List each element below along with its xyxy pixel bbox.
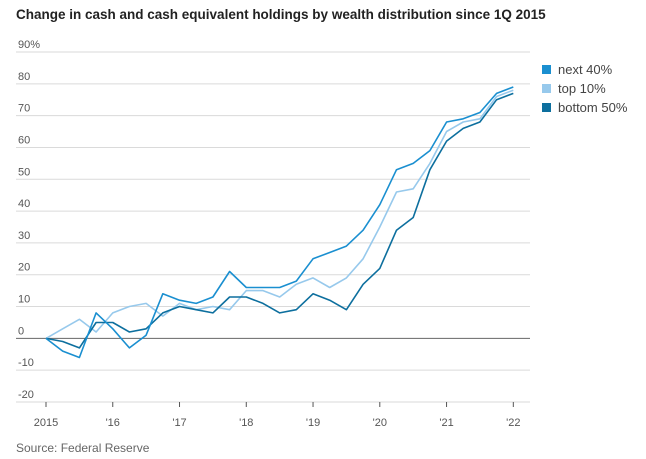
y-tick-label: 60: [18, 134, 30, 146]
legend: next 40% top 10% bottom 50%: [542, 60, 627, 117]
x-tick-label: '20: [373, 417, 387, 429]
x-tick-label: '22: [506, 417, 520, 429]
y-tick-label: 10: [18, 294, 30, 306]
series-line-next-40: [45, 86, 514, 359]
legend-label: next 40%: [558, 62, 613, 77]
y-tick-label: 20: [18, 262, 30, 274]
y-tick-label: 40: [18, 198, 30, 210]
x-tick-label: '19: [306, 417, 320, 429]
x-axis: 2015 '16 '17 '18 '19 '20 '21 '22: [34, 402, 520, 429]
y-tick-label: 80: [18, 71, 30, 83]
series-lines: [45, 86, 514, 359]
legend-label: bottom 50%: [558, 100, 628, 115]
y-tick-label: 0: [18, 325, 24, 337]
legend-item: next 40%: [542, 60, 627, 79]
series-line-bottom-50: [45, 92, 514, 349]
grid: [16, 51, 530, 403]
y-tick-label: 90%: [18, 39, 40, 51]
x-tick-label: '16: [106, 417, 120, 429]
legend-swatch: [542, 84, 551, 93]
y-axis: 90% 80 70 60 50 40 30 20 10 0 -10 -20: [18, 39, 40, 401]
legend-swatch: [542, 65, 551, 74]
legend-label: top 10%: [558, 81, 606, 96]
source-note: Source: Federal Reserve: [16, 441, 150, 455]
legend-item: top 10%: [542, 79, 627, 98]
series-line-top-10: [45, 89, 514, 340]
x-tick-label: 2015: [34, 417, 58, 429]
x-tick-label: '18: [239, 417, 253, 429]
y-tick-label: -10: [18, 357, 34, 369]
y-tick-label: 50: [18, 166, 30, 178]
y-tick-label: 70: [18, 103, 30, 115]
x-tick-label: '17: [172, 417, 186, 429]
legend-item: bottom 50%: [542, 98, 627, 117]
x-tick-label: '21: [439, 417, 453, 429]
legend-swatch: [542, 103, 551, 112]
y-tick-label: 30: [18, 230, 30, 242]
y-tick-label: -20: [18, 389, 34, 401]
chart-title: Change in cash and cash equivalent holdi…: [16, 7, 546, 22]
